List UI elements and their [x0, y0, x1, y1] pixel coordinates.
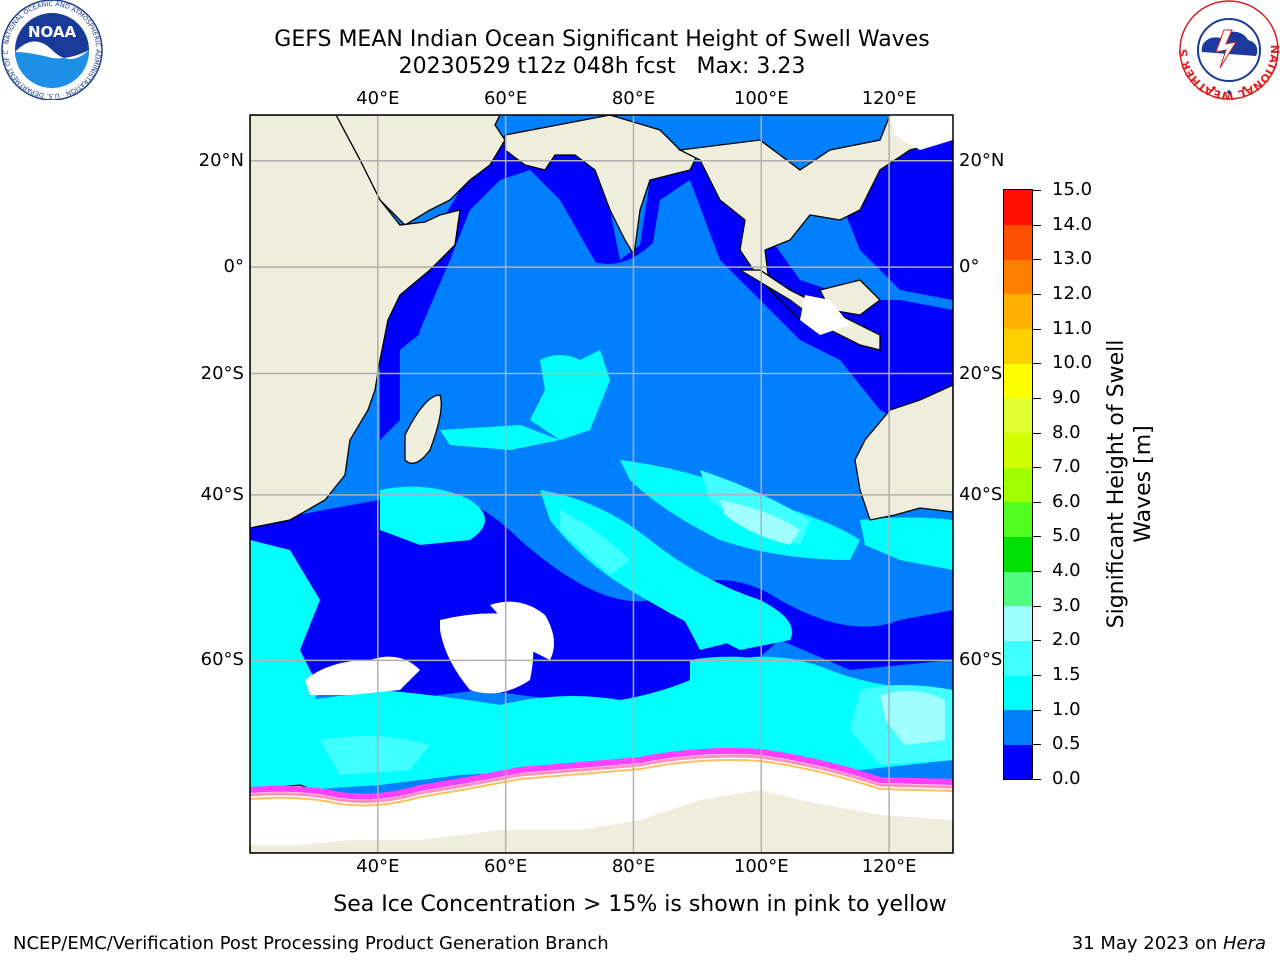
lon-tick-top: 120°E: [861, 88, 917, 109]
colorbar-tick-mark: [1033, 709, 1041, 711]
colorbar-tick-mark: [1033, 432, 1041, 434]
map-gridlines: [250, 115, 953, 853]
colorbar-cell: [1004, 224, 1032, 260]
sea-ice: [250, 115, 953, 845]
colorbar-tick-mark: [1033, 259, 1041, 261]
footer-machine: Hera: [1222, 933, 1266, 954]
colorbar-tick-mark: [1033, 779, 1041, 780]
colorbar-title-line1: Significant Height of Swell: [1104, 339, 1129, 629]
lon-tick-top: 80°E: [611, 88, 656, 109]
lon-tick-bottom: 100°E: [733, 856, 789, 877]
footer-date: 31 May 2023 on Hera: [1072, 933, 1266, 954]
colorbar: [1003, 189, 1033, 780]
colorbar-tick-label: 8.0: [1052, 421, 1081, 443]
colorbar-tick-label: 5.0: [1052, 525, 1081, 547]
colorbar-tick-label: 2.0: [1052, 629, 1081, 651]
colorbar-tick-label: 9.0: [1052, 386, 1081, 408]
lon-tick-top: 100°E: [733, 88, 789, 109]
colorbar-tick-label: 11.0: [1052, 317, 1093, 339]
lat-tick-left: 20°N: [198, 149, 244, 171]
lat-tick-left: 40°S: [200, 483, 244, 505]
noaa-logo: NATIONAL OCEANIC AND ATMOSPHERIC ADMINIS…: [0, 0, 103, 100]
lat-tick-left: 0°: [223, 256, 244, 278]
lat-tick-right: 60°S: [959, 649, 1003, 671]
colorbar-cell: [1004, 571, 1032, 607]
colorbar-title: Significant Height of Swell Waves [m]: [1103, 324, 1157, 644]
footer-organization: NCEP/EMC/Verification Post Processing Pr…: [13, 933, 609, 954]
colorbar-tick-mark: [1033, 190, 1041, 191]
colorbar-tick-mark: [1033, 571, 1041, 573]
noaa-logo-text: NOAA: [28, 23, 77, 41]
lat-tick-left: 60°S: [200, 649, 244, 671]
colorbar-tick-mark: [1033, 328, 1041, 330]
colorbar-tick-mark: [1033, 397, 1041, 399]
colorbar-tick-label: 15.0: [1052, 179, 1093, 200]
colorbar-cell: [1004, 259, 1032, 295]
colorbar-tick-mark: [1033, 501, 1041, 503]
colorbar-cell: [1004, 328, 1032, 364]
colorbar-tick-label: 0.5: [1052, 733, 1081, 755]
colorbar-cell: [1004, 536, 1032, 572]
colorbar-cell: [1004, 432, 1032, 468]
colorbar-tick-mark: [1033, 224, 1041, 226]
colorbar-tick-mark: [1033, 605, 1041, 607]
footer-date-text: 31 May 2023 on: [1071, 933, 1223, 954]
colorbar-tick-mark: [1033, 536, 1041, 538]
colorbar-tick-mark: [1033, 744, 1041, 746]
lat-tick-right: 20°S: [959, 362, 1003, 384]
colorbar-cell: [1004, 744, 1032, 780]
colorbar-tick-label: 14.0: [1052, 213, 1093, 235]
colorbar-cell: [1004, 501, 1032, 537]
lon-tick-top: 60°E: [483, 88, 528, 109]
colorbar-cell: [1004, 640, 1032, 676]
swell-band-20-30: [720, 500, 945, 745]
lon-tick-bottom: 60°E: [483, 856, 528, 877]
sea-ice-note: Sea Ice Concentration > 15% is shown in …: [333, 892, 947, 917]
colorbar-cell: [1004, 190, 1032, 226]
colorbar-tick-mark: [1033, 293, 1041, 295]
colorbar-cell: [1004, 467, 1032, 503]
lat-tick-right: 0°: [959, 256, 980, 278]
colorbar-tick-label: 0.0: [1052, 768, 1081, 789]
map-frame: [249, 114, 954, 854]
lon-tick-bottom: 40°E: [356, 856, 400, 877]
colorbar-tick-mark: [1033, 675, 1041, 677]
ice-edge-light-pink: [250, 754, 953, 803]
colorbar-tick-label: 13.0: [1052, 248, 1093, 270]
colorbar-tick-mark: [1033, 640, 1041, 642]
colorbar-tick-label: 6.0: [1052, 490, 1081, 512]
colorbar-cell: [1004, 363, 1032, 399]
chart-subtitle: 20230529 t12z 048h fcst Max: 3.23: [398, 54, 806, 79]
lat-tick-right: 40°S: [959, 483, 1003, 505]
colorbar-tick-label: 4.0: [1052, 560, 1081, 582]
colorbar-tick-label: 3.0: [1052, 594, 1081, 616]
colorbar-cell: [1004, 605, 1032, 641]
chart-title: GEFS MEAN Indian Ocean Significant Heigh…: [274, 27, 930, 52]
colorbar-tick-label: 10.0: [1052, 352, 1093, 374]
ice-edge-orange: [250, 759, 953, 807]
map-plot-area: [250, 115, 953, 853]
colorbar-tick-label: 7.0: [1052, 456, 1081, 478]
colorbar-tick-label: 1.5: [1052, 664, 1081, 686]
lon-tick-top: 40°E: [356, 88, 400, 109]
colorbar-cell: [1004, 675, 1032, 711]
colorbar-cell: [1004, 397, 1032, 434]
swell-band-05-10: [400, 210, 870, 480]
colorbar-tick-label: 12.0: [1052, 282, 1093, 304]
colorbar-cell: [1004, 709, 1032, 745]
colorbar-tick-mark: [1033, 363, 1041, 365]
colorbar-tick-mark: [1033, 467, 1041, 469]
lon-tick-bottom: 80°E: [611, 856, 656, 877]
colorbar-tick-label: 1.0: [1052, 698, 1081, 720]
lat-tick-left: 20°S: [200, 362, 244, 384]
colorbar-cell: [1004, 293, 1032, 330]
lat-tick-right: 20°N: [959, 149, 1005, 171]
lon-tick-bottom: 120°E: [861, 856, 917, 877]
colorbar-title-line2: Waves [m]: [1131, 425, 1156, 543]
ice-edge-pink: [250, 748, 953, 800]
nws-logo: NATIONAL WEATHER SERVICE: [1178, 0, 1280, 100]
